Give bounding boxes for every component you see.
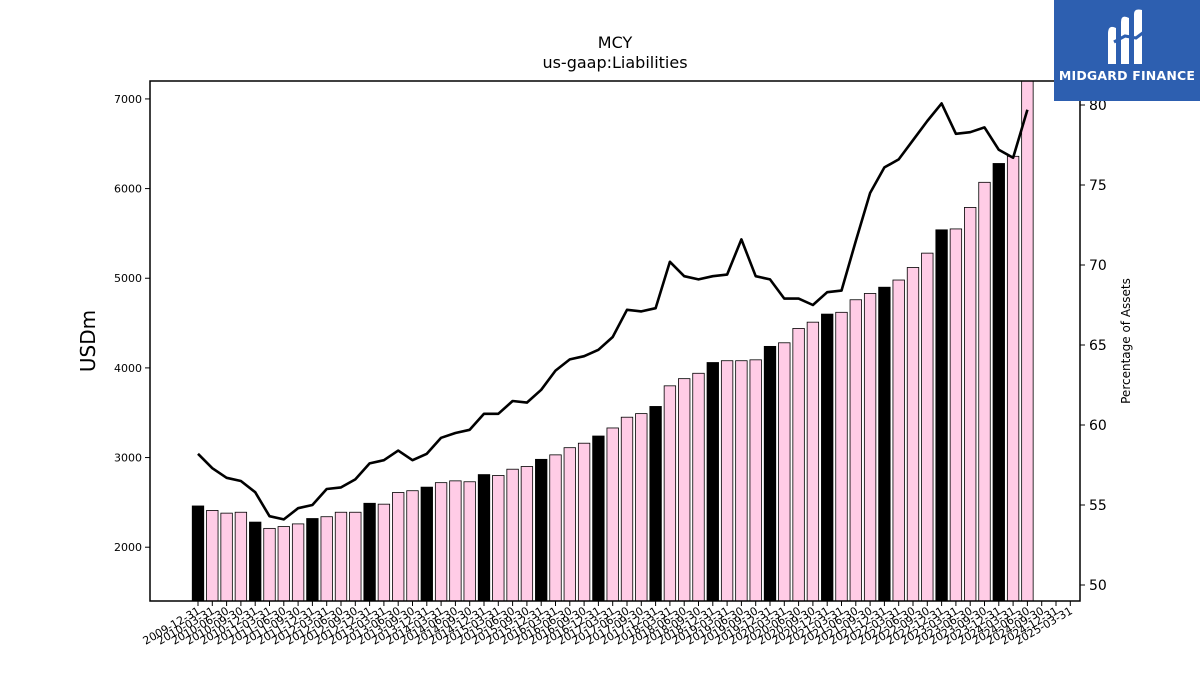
bar [692,372,705,602]
bar [377,503,391,602]
chart-subtitle: us-gaap:Liabilities [542,53,687,72]
bar [406,490,419,602]
bar [706,362,719,602]
bar [306,518,319,602]
bar-series [191,80,1034,602]
y-tick-label: 5000 [114,272,142,285]
bar [535,458,548,602]
y2-tick-label: 55 [1089,498,1107,514]
y2-tick-label: 80 [1089,98,1107,114]
bar [592,435,605,602]
bar [821,313,834,602]
bar [349,511,362,602]
bar [878,286,891,602]
y-tick-label: 4000 [114,362,142,375]
bar [1021,80,1034,602]
plot-frame [149,80,1081,602]
y2-axis-label: Percentage of Assets [1119,278,1133,404]
chart-title: MCY [598,33,633,52]
bar [563,447,576,602]
bar [492,475,505,602]
bar [606,427,619,602]
bar [792,328,805,602]
bar [320,516,333,602]
bar [506,468,519,602]
bar [964,207,977,602]
x-axis-ticks: 2009-12-312010-03-312010-06-302010-09-30… [141,601,1075,648]
bar [678,378,691,602]
bar [234,511,248,602]
bar [220,512,233,602]
bar [778,342,791,602]
bar [277,526,290,602]
bar [763,345,777,602]
bar [906,267,920,602]
bar [291,523,305,602]
y-axis-label: USDm [76,310,100,372]
right-axis-ticks: 50 55 60 65 70 75 80 [1080,98,1107,594]
percentage-line [197,102,1029,521]
y2-tick-label: 75 [1089,178,1107,194]
line-series [197,102,1029,521]
bar [206,510,219,602]
left-axis-ticks: 2000 3000 4000 5000 6000 7000 [114,93,150,554]
bar [520,466,534,602]
bar [434,482,448,602]
bar [892,279,905,602]
y-tick-label: 6000 [114,183,142,196]
bar [620,416,634,602]
bar [978,181,991,602]
bar [477,474,491,602]
bar [249,521,262,602]
bar [420,486,433,602]
bar [806,321,820,602]
bar [663,385,677,602]
bar [992,163,1005,602]
brand-logo: MIDGARD FINANCE [1054,0,1200,101]
bar [392,492,405,602]
bar [191,505,205,602]
bar [849,299,862,602]
y-tick-label: 3000 [114,452,142,465]
y2-tick-label: 60 [1089,418,1107,434]
y-tick-label: 2000 [114,541,142,554]
bar [835,311,848,602]
bar [577,442,591,602]
bar [363,502,376,602]
bar [449,480,462,602]
y2-tick-label: 50 [1089,578,1107,594]
bar [720,360,734,602]
y-tick-label: 7000 [114,93,142,106]
bar [334,511,348,602]
bar [463,481,476,602]
bar [735,360,748,602]
bar [749,359,762,602]
bar [921,252,934,602]
brand-name: MIDGARD FINANCE [1058,68,1196,83]
midgard-m-logo-icon [1108,9,1145,65]
y2-tick-label: 65 [1089,338,1107,354]
bar [649,406,662,602]
bar [1006,155,1020,602]
bar [549,454,562,602]
bar [949,228,963,602]
bar [935,229,948,602]
bar [863,293,877,602]
bar [635,413,648,602]
y2-tick-label: 70 [1089,258,1107,274]
bar [263,527,276,602]
